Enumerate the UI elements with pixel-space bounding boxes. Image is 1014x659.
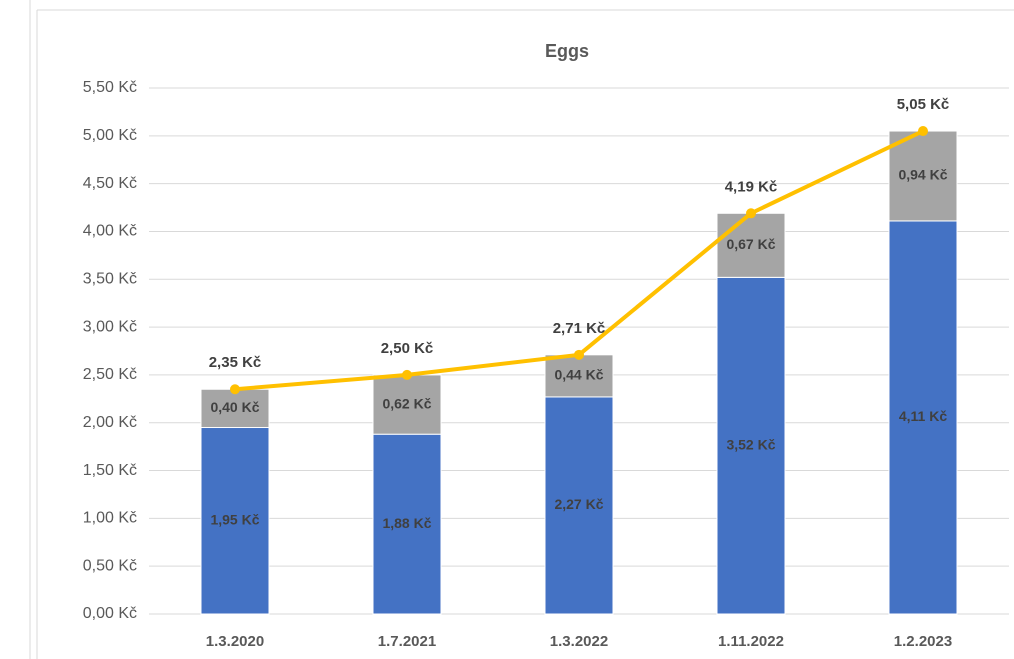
x-tick-label: 1.7.2021 <box>378 633 436 650</box>
bar-segment <box>544 354 614 398</box>
y-tick-label: 3,00 Kč <box>83 318 137 335</box>
y-tick-label: 4,50 Kč <box>83 175 137 192</box>
line-marker <box>574 349 584 360</box>
bar-segment <box>888 220 958 615</box>
bar-value-label: 1,88 Kč <box>382 515 431 531</box>
x-tick-label: 1.11.2022 <box>718 633 784 650</box>
line-value-label: 5,05 Kč <box>897 96 950 113</box>
bar-value-label: 3,52 Kč <box>726 436 775 452</box>
bar-value-label: 0,62 Kč <box>382 395 431 411</box>
bar-value-label: 0,44 Kč <box>554 367 603 383</box>
y-tick-label: 5,00 Kč <box>83 127 137 144</box>
y-tick-label: 1,00 Kč <box>83 510 137 527</box>
line-marker <box>230 384 240 395</box>
y-tick-label: 3,50 Kč <box>83 270 137 287</box>
bar-segment <box>544 396 614 615</box>
bar-segment <box>200 427 270 615</box>
x-tick-label: 1.3.2022 <box>550 633 608 650</box>
bar-segment <box>372 433 442 615</box>
bar-value-label: 1,95 Kč <box>210 511 259 527</box>
y-tick-label: 4,00 Kč <box>83 223 137 240</box>
line-marker <box>918 126 928 137</box>
line-marker <box>746 208 756 219</box>
y-tick-label: 2,00 Kč <box>83 414 137 431</box>
chart-title: Eggs <box>545 41 589 61</box>
bar-value-label: 4,11 Kč <box>899 408 947 424</box>
line-value-label: 2,71 Kč <box>553 320 606 337</box>
bar-segment <box>716 212 786 278</box>
x-tick-label: 1.2.2023 <box>894 633 952 650</box>
bar-value-label: 2,27 Kč <box>554 496 603 512</box>
bar-segment <box>888 130 958 222</box>
bar-value-label: 0,67 Kč <box>726 236 775 252</box>
y-tick-label: 1,50 Kč <box>83 462 137 479</box>
line-value-label: 2,35 Kč <box>209 354 262 371</box>
bar-segment <box>716 276 786 615</box>
y-tick-label: 2,50 Kč <box>83 366 137 383</box>
bar-value-label: 0,94 Kč <box>898 167 947 183</box>
line-value-label: 4,19 Kč <box>725 178 778 195</box>
bar-segment <box>200 388 270 429</box>
line-value-label: 2,50 Kč <box>381 340 434 357</box>
bar-value-label: 0,40 Kč <box>210 399 259 415</box>
line-marker <box>402 369 412 380</box>
y-tick-label: 5,50 Kč <box>83 79 137 96</box>
y-tick-label: 0,50 Kč <box>83 557 137 574</box>
x-tick-label: 1.3.2020 <box>206 633 264 650</box>
y-tick-label: 0,00 Kč <box>83 605 137 622</box>
